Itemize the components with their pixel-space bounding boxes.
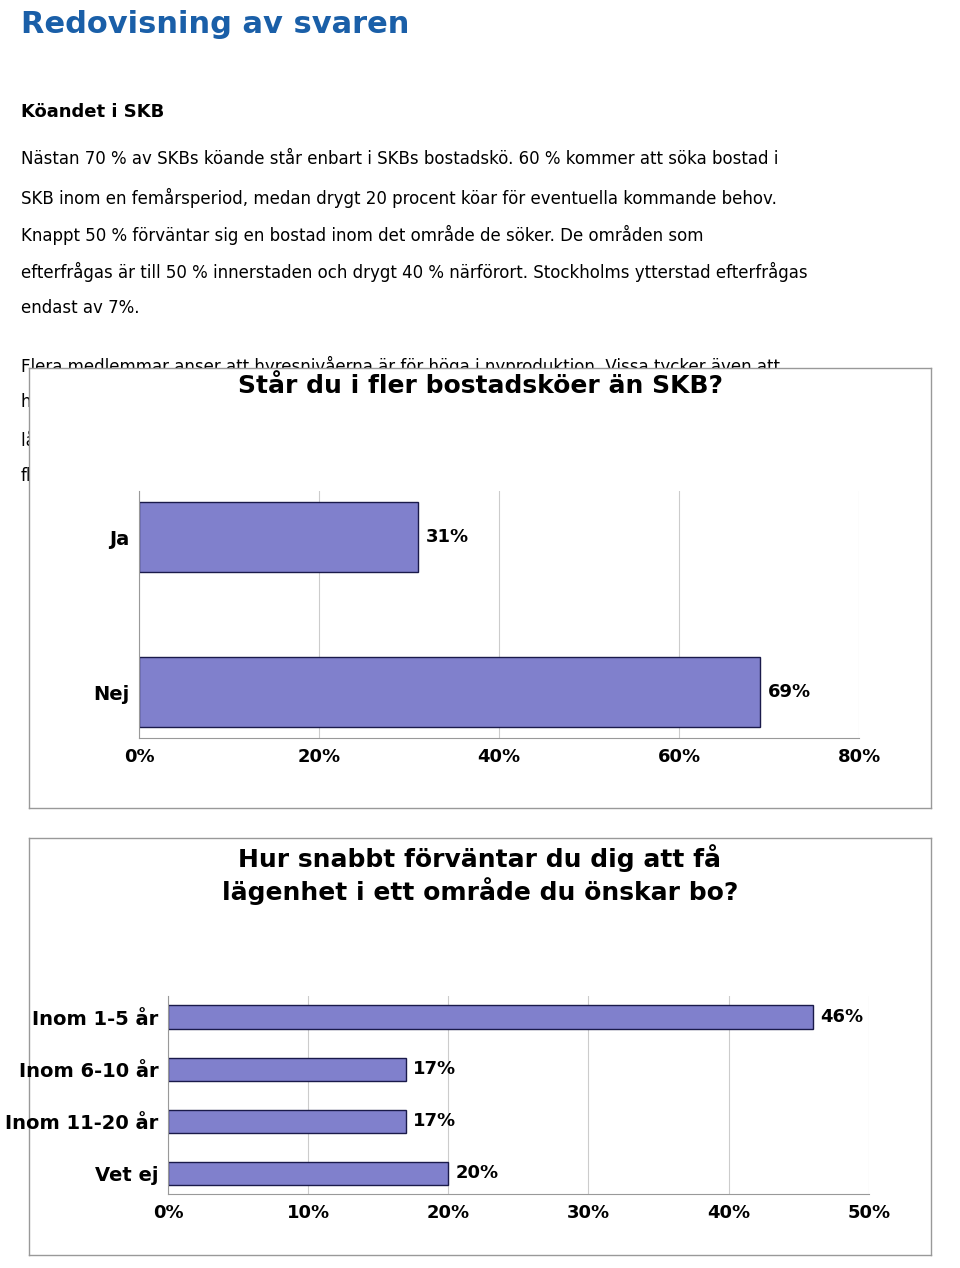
Text: flera.: flera. xyxy=(21,467,64,486)
Bar xyxy=(168,1006,813,1028)
Bar xyxy=(168,1110,406,1134)
Text: 17%: 17% xyxy=(414,1060,456,1078)
Text: Köandet i SKB: Köandet i SKB xyxy=(21,104,164,122)
Text: 69%: 69% xyxy=(767,683,810,701)
Bar xyxy=(168,1161,448,1186)
Text: Står du i fler bostadsköer än SKB?: Står du i fler bostadsköer än SKB? xyxy=(237,374,723,398)
Text: efterfrågas är till 50 % innerstaden och drygt 40 % närförort. Stockholms ytters: efterfrågas är till 50 % innerstaden och… xyxy=(21,262,807,281)
Text: Hur snabbt förväntar du dig att få
lägenhet i ett område du önskar bo?: Hur snabbt förväntar du dig att få lägen… xyxy=(222,844,738,904)
Text: Knappt 50 % förväntar sig en bostad inom det område de söker. De områden som: Knappt 50 % förväntar sig en bostad inom… xyxy=(21,224,704,245)
Text: Nästan 70 % av SKBs köande står enbart i SKBs bostadskö. 60 % kommer att söka bo: Nästan 70 % av SKBs köande står enbart i… xyxy=(21,151,779,169)
Text: 46%: 46% xyxy=(820,1008,863,1026)
Bar xyxy=(168,1058,406,1082)
Text: 31%: 31% xyxy=(425,529,468,547)
Text: 20%: 20% xyxy=(455,1164,498,1183)
Text: SKB inom en femårsperiod, medan drygt 20 procent köar för eventuella kommande be: SKB inom en femårsperiod, medan drygt 20… xyxy=(21,188,777,208)
Text: hyrorna är för höga i förorten jämfört med innerstaden samt att de äldre lägenhe: hyrorna är för höga i förorten jämfört m… xyxy=(21,393,802,411)
Text: Redovisning av svaren: Redovisning av svaren xyxy=(21,10,410,39)
Text: Flera medlemmar anser att hyresnivåerna är för höga i nyproduktion. Vissa tycker: Flera medlemmar anser att hyresnivåerna … xyxy=(21,356,780,375)
Bar xyxy=(139,657,760,727)
Bar xyxy=(139,502,419,572)
Text: låg hyra. Läget framhålls som en viktig faktor vid val av bostad. Kötidernas län: låg hyra. Läget framhålls som en viktig … xyxy=(21,430,799,450)
Text: endast av 7%.: endast av 7%. xyxy=(21,299,139,317)
Text: 17%: 17% xyxy=(414,1112,456,1130)
